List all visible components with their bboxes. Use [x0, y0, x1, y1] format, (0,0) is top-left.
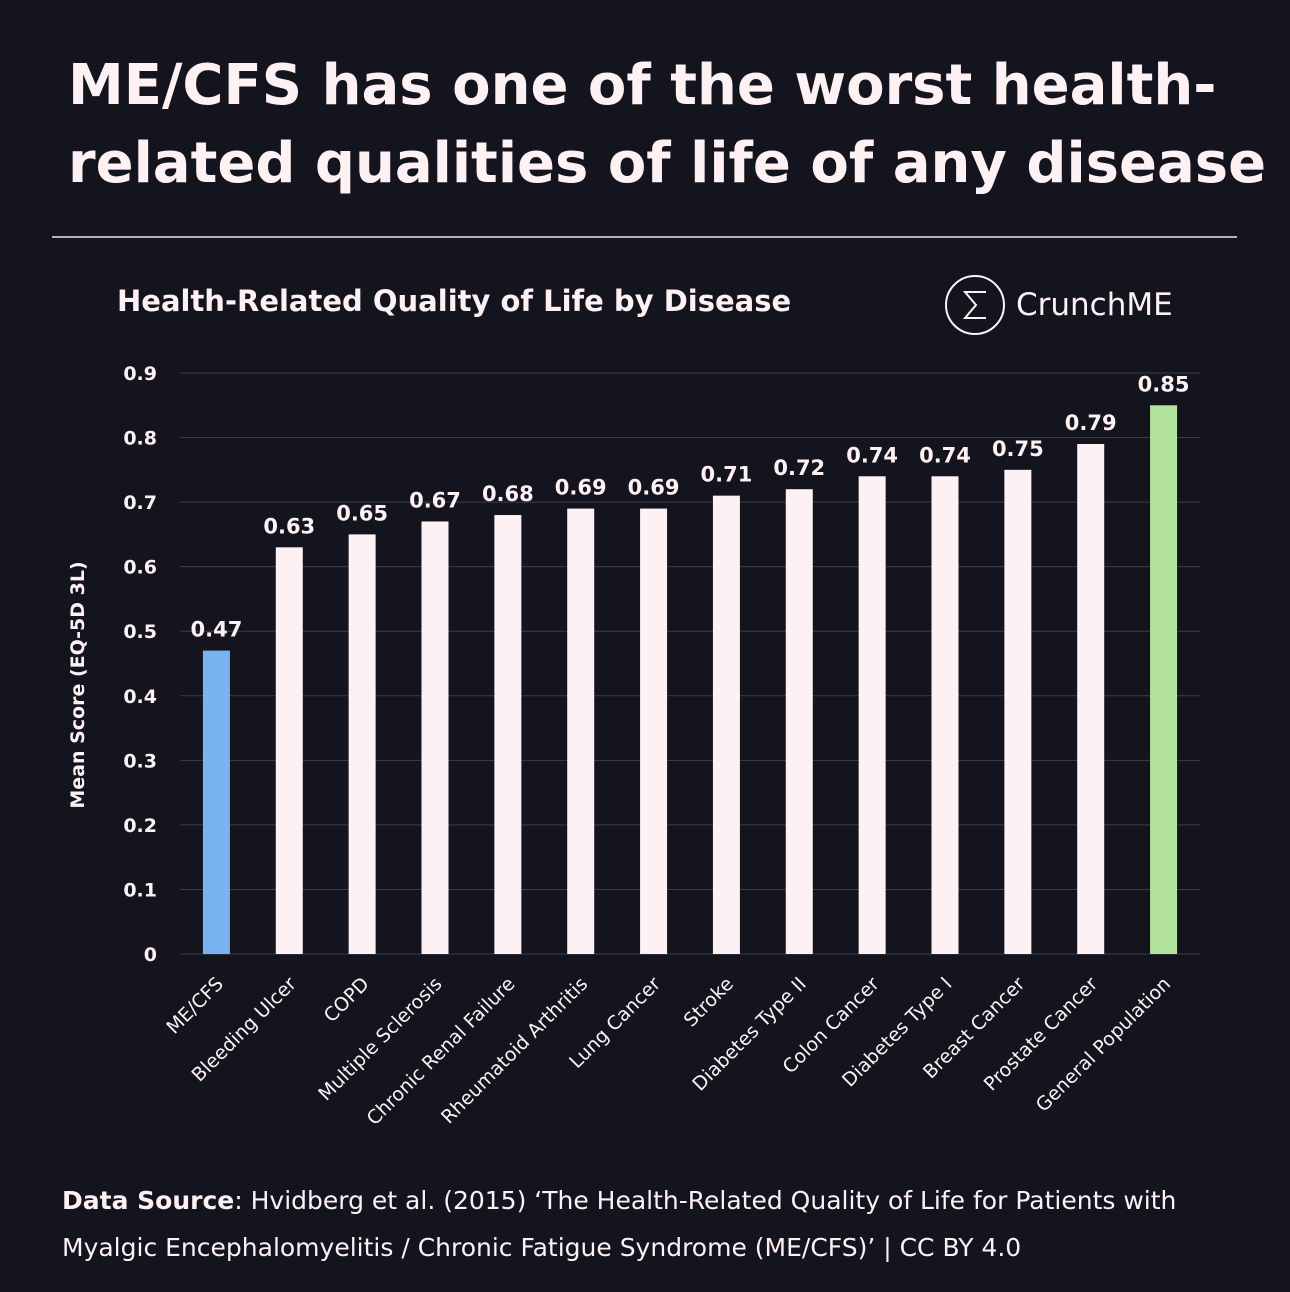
value-label: 0.65	[336, 501, 388, 525]
bar	[785, 489, 813, 954]
bar	[1004, 469, 1032, 954]
value-label: 0.47	[191, 618, 243, 642]
chart-title: Health-Related Quality of Life by Diseas…	[117, 284, 791, 318]
bar	[494, 515, 522, 954]
brand-logo-sigma	[962, 291, 986, 319]
bar	[712, 495, 740, 954]
y-tick-label: 0.1	[123, 879, 157, 901]
bar	[931, 476, 959, 954]
value-label: 0.67	[409, 488, 461, 512]
bar	[348, 534, 376, 954]
source-text: Myalgic Encephalomyelitis / Chronic Fati…	[62, 1233, 1021, 1262]
headline: related qualities of life of any disease	[68, 131, 1266, 196]
y-tick-label: 0	[144, 944, 157, 966]
source-text: : Hvidberg et al. (2015) ‘The Health-Rel…	[234, 1186, 1176, 1215]
value-label: 0.75	[992, 437, 1044, 461]
value-label: 0.69	[628, 476, 680, 500]
y-tick-label: 0.5	[123, 621, 157, 643]
y-tick-label: 0.2	[123, 815, 157, 837]
value-label: 0.74	[919, 443, 971, 467]
bar	[567, 508, 595, 954]
y-tick-label: 0.4	[123, 686, 157, 708]
y-tick-label: 0.7	[123, 492, 157, 514]
brand-name: CrunchME	[1016, 287, 1173, 323]
headline: ME/CFS has one of the worst health-	[68, 53, 1217, 118]
bar	[640, 508, 668, 954]
value-label: 0.74	[846, 443, 898, 467]
bar	[1077, 444, 1105, 954]
bar	[858, 476, 886, 954]
y-tick-label: 0.6	[123, 557, 157, 579]
value-label: 0.85	[1138, 372, 1190, 396]
bar	[421, 521, 449, 954]
source: Data Source: Hvidberg et al. (2015) ‘The…	[62, 1186, 1176, 1215]
value-label: 0.68	[482, 482, 534, 506]
y-tick-label: 0.8	[123, 428, 157, 450]
brand-logo	[945, 275, 1005, 335]
value-label: 0.71	[701, 463, 753, 487]
source-label: Data Source	[62, 1186, 234, 1215]
y-axis-label: Mean Score (EQ-5D 3L)	[67, 561, 89, 808]
value-label: 0.72	[773, 456, 825, 480]
y-tick-label: 0.9	[123, 363, 157, 385]
value-label: 0.69	[555, 476, 607, 500]
bar	[202, 650, 230, 954]
value-label: 0.79	[1065, 411, 1117, 435]
y-tick-label: 0.3	[123, 750, 157, 772]
bar	[275, 547, 303, 954]
value-label: 0.63	[263, 514, 315, 538]
bar	[1150, 405, 1178, 954]
